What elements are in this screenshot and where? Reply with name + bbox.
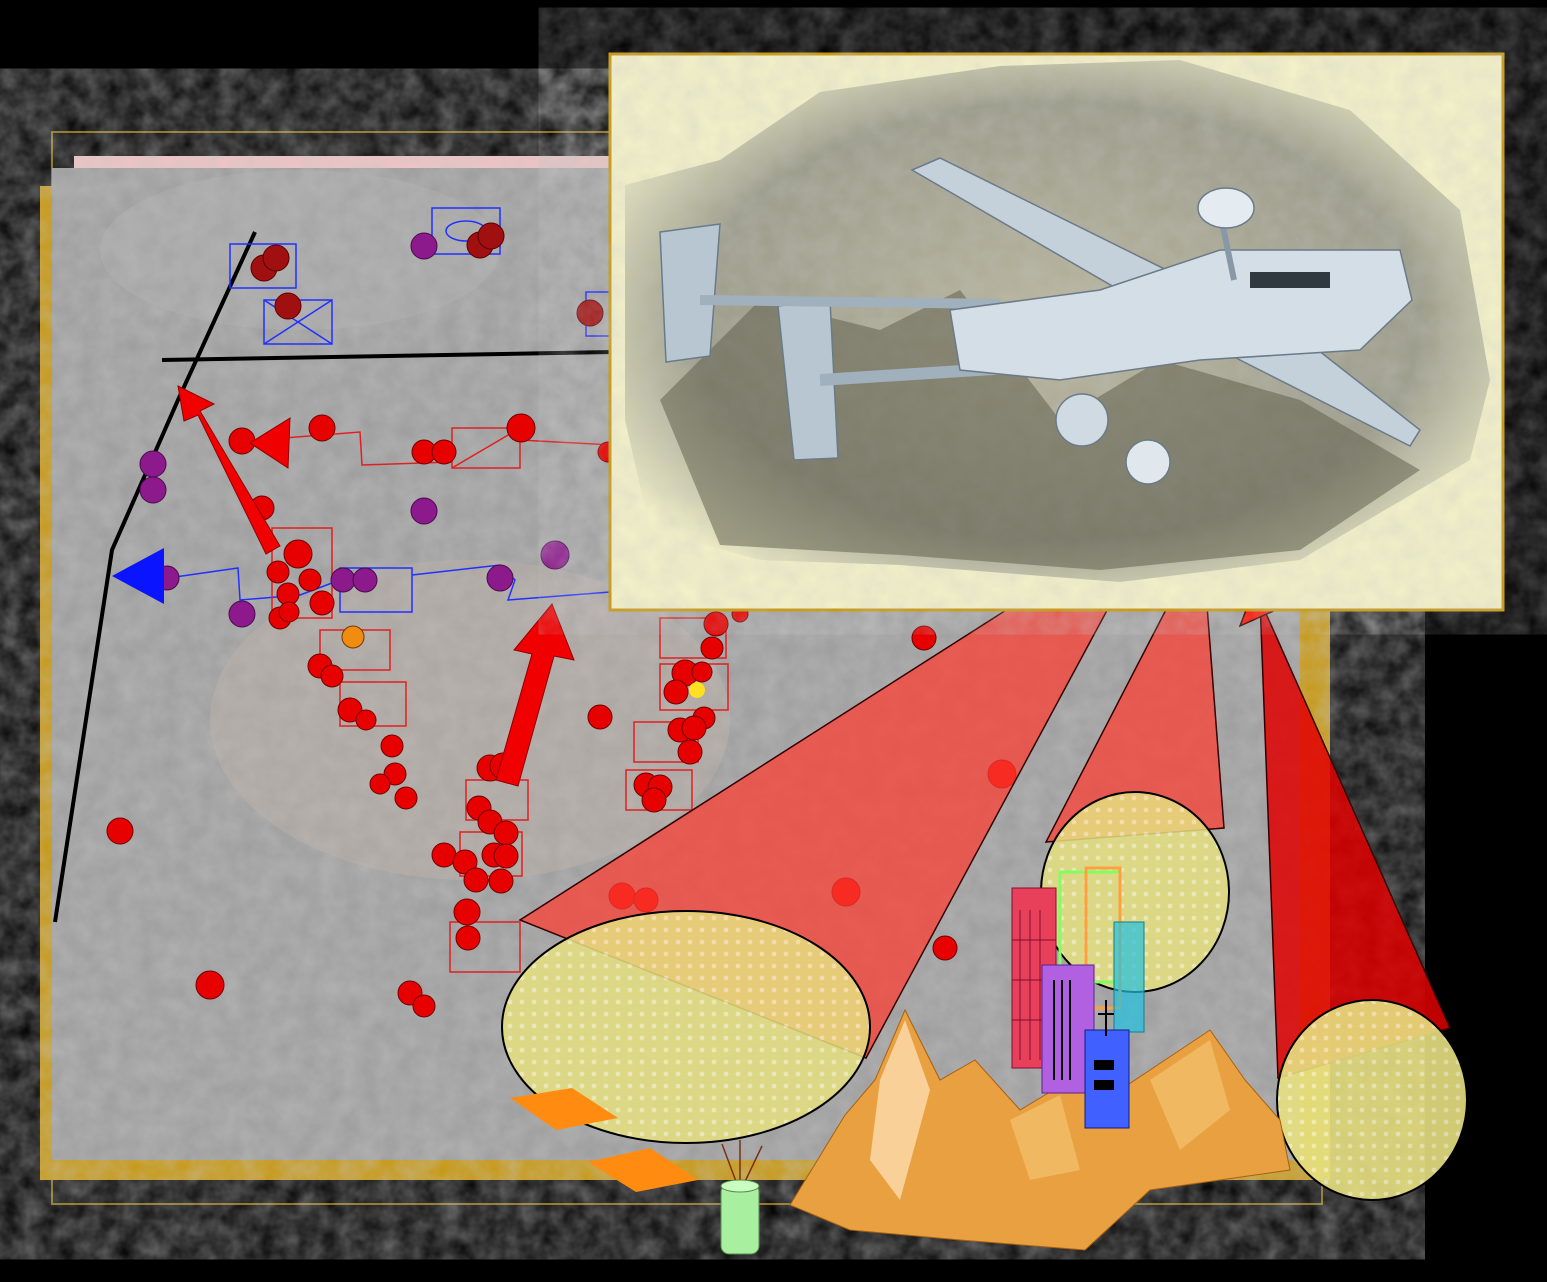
track-markers-dark [250, 222, 604, 327]
track-markers [106, 413, 1017, 1018]
unit-box [633, 721, 699, 763]
hostile-marker [352, 567, 378, 593]
sensor-footprint-edge [1276, 999, 1468, 1201]
friendly-arrow[interactable] [112, 548, 164, 604]
special-marker [689, 682, 705, 698]
unit-box [229, 243, 297, 289]
terrain-light-patch [100, 170, 500, 330]
attack-arrow [249, 417, 291, 469]
ground-elements [510, 866, 1291, 1255]
attack-arrow [177, 385, 281, 555]
sensor-footprint-large [501, 910, 871, 1144]
hostile-marker [410, 232, 438, 260]
terrain-light-patch [210, 560, 730, 880]
hostile-markers [139, 232, 570, 628]
city-buildings-icon [1011, 866, 1145, 1129]
hostile-marker [410, 497, 438, 525]
uav-photo-inset [608, 52, 1505, 612]
unit-box [659, 617, 727, 659]
unit-box [449, 921, 521, 973]
attack-arrow [495, 603, 575, 787]
hostile-marker [139, 450, 167, 478]
hostile-marker [139, 476, 167, 504]
mountain-range-icon [789, 1008, 1291, 1251]
special-marker [341, 625, 365, 649]
uav-icon [659, 157, 1421, 485]
sensor-beams [501, 486, 1468, 1201]
antenna-panel-icon [588, 1148, 698, 1192]
hostile-marker [540, 540, 570, 570]
phase-line [161, 350, 613, 362]
mountain-ridge-shadow [660, 290, 1420, 570]
hostile-marker [330, 567, 356, 593]
boundary-line [53, 231, 257, 923]
hostile-marker [228, 600, 256, 628]
antenna-panel-icon [510, 1088, 618, 1130]
ground-station-icon [720, 1140, 763, 1255]
map-header-strip [74, 156, 614, 170]
red-arrows [177, 385, 575, 787]
hostile-marker [486, 564, 514, 592]
